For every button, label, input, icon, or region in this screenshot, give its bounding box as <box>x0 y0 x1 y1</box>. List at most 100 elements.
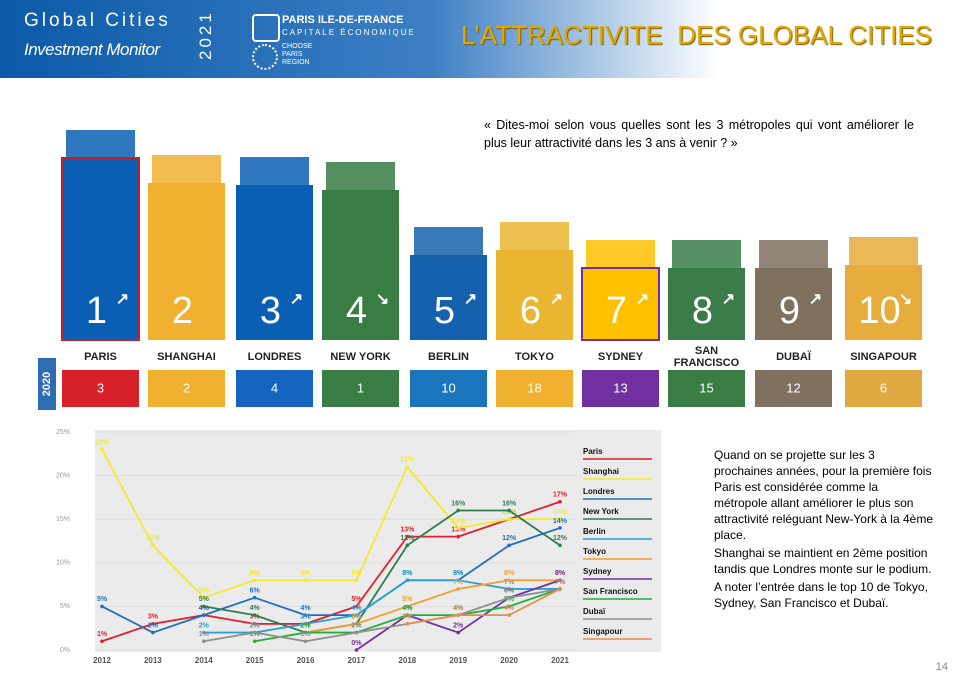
data-point <box>354 578 359 583</box>
data-label: 2% <box>453 622 464 629</box>
data-label: 4% <box>453 605 464 612</box>
data-label: 17% <box>553 492 568 499</box>
data-point <box>354 604 359 609</box>
skyline <box>240 157 309 185</box>
rank-trend: ↗ <box>464 291 477 308</box>
rank-pillar <box>668 268 745 340</box>
legend-label: Berlin <box>583 527 606 536</box>
header-band <box>0 0 960 78</box>
data-label: 8% <box>402 570 413 577</box>
city-name-part: FRANCISCO <box>674 357 740 369</box>
series-line <box>407 588 561 625</box>
rank-pillar <box>496 250 573 340</box>
skyline <box>672 240 741 268</box>
skyline <box>152 155 221 183</box>
series-line <box>203 509 561 634</box>
rank-trend: ↗ <box>290 291 303 308</box>
data-point <box>252 613 257 617</box>
data-label: 13% <box>451 526 466 533</box>
previous-rank-box <box>236 370 313 407</box>
rank-pillar <box>322 190 399 340</box>
data-label: 2% <box>300 622 311 629</box>
data-label: 7% <box>555 579 566 586</box>
data-label: 15% <box>502 509 517 516</box>
data-label: 8% <box>555 570 566 577</box>
y-tick-label: 5% <box>60 603 70 610</box>
series-line <box>203 588 561 643</box>
data-label: 7% <box>555 579 566 586</box>
chart-background <box>95 430 661 652</box>
data-point <box>405 465 410 469</box>
data-point <box>354 622 359 626</box>
data-label: 2% <box>250 622 261 629</box>
data-label: 4% <box>199 605 210 612</box>
series-line <box>101 527 561 634</box>
previous-rank: 4 <box>271 380 278 395</box>
x-tick-label: 2017 <box>348 656 366 665</box>
data-label: 7% <box>504 579 515 586</box>
data-label: 0% <box>351 640 362 647</box>
data-label: 2% <box>300 622 311 629</box>
y-tick-label: 0% <box>60 647 70 654</box>
data-point <box>405 578 410 583</box>
data-point <box>507 508 511 513</box>
data-point <box>303 639 308 644</box>
rank-number: 6 <box>520 290 541 332</box>
data-label: 3% <box>300 614 311 621</box>
logo1-line1: PARIS ILE-DE-FRANCE <box>282 14 404 26</box>
legend-label: Dubaï <box>583 607 606 616</box>
data-point <box>456 613 461 617</box>
city-name: TOKYO <box>515 351 554 363</box>
data-label: 2% <box>148 622 159 629</box>
brand-line1: Global Cities <box>24 10 171 31</box>
data-label: 6% <box>199 588 210 595</box>
previous-year-badge <box>38 358 56 410</box>
x-tick-label: 2013 <box>144 656 162 665</box>
data-label: 1% <box>199 631 210 638</box>
data-label: 6% <box>250 588 261 595</box>
data-label: 23% <box>95 439 110 446</box>
y-tick-label: 10% <box>56 560 70 567</box>
rank-pillar <box>581 267 660 341</box>
series-line <box>101 449 560 599</box>
data-label: 8% <box>351 570 362 577</box>
data-label: 4% <box>199 605 210 612</box>
skyline <box>414 227 483 255</box>
commentary: Quand on se projette sur les 3 prochaine… <box>714 447 934 613</box>
city-name: SINGAPOUR <box>850 351 917 363</box>
data-label: 3% <box>351 614 362 621</box>
data-label: 4% <box>351 605 362 612</box>
data-label: 8% <box>504 570 515 577</box>
data-point <box>507 517 511 521</box>
rank-trend: ↗ <box>809 291 822 308</box>
data-point <box>151 630 155 635</box>
data-label: 12% <box>146 535 161 542</box>
data-point <box>405 534 410 539</box>
data-label: 13% <box>400 526 415 533</box>
data-label: 5% <box>504 596 515 603</box>
city-name: DUBAÏ <box>776 350 812 363</box>
data-point <box>507 578 511 583</box>
data-label: 4% <box>453 605 464 612</box>
data-label: 2% <box>300 622 311 629</box>
data-point <box>201 613 206 617</box>
data-label: 3% <box>402 614 413 621</box>
rank-pillar <box>755 268 832 340</box>
data-point <box>456 526 461 530</box>
logo2-line2: PARIS <box>282 51 303 58</box>
commentary-paragraph: Quand on se projette sur les 3 prochaine… <box>714 448 933 542</box>
skyline <box>326 162 395 190</box>
logo2-line3: REGION <box>282 59 310 66</box>
previous-rank: 13 <box>613 380 627 395</box>
rank-number: 7 <box>606 290 627 332</box>
series-line <box>305 579 560 634</box>
legend-label: Singapour <box>583 627 623 636</box>
x-tick-label: 2012 <box>93 656 111 665</box>
data-point <box>558 499 562 504</box>
skyline <box>849 237 918 265</box>
y-tick-label: 25% <box>56 429 70 436</box>
previous-rank-box <box>582 370 659 407</box>
data-point <box>303 630 308 635</box>
series-line <box>203 579 560 634</box>
